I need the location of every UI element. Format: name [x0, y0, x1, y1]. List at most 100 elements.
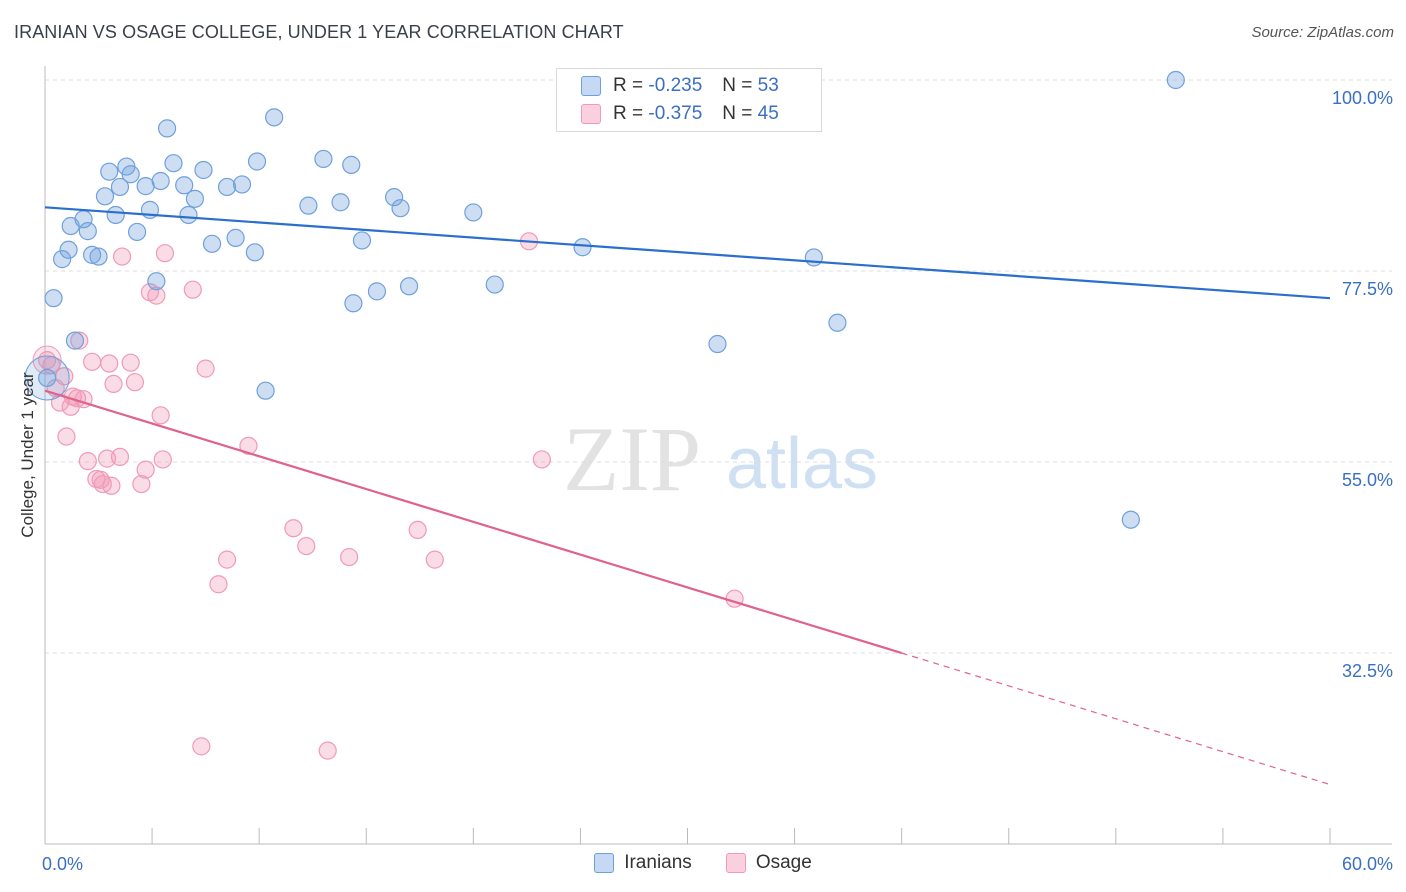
iranians-point-44 [464, 203, 483, 222]
legend-label-iranians: Iranians [624, 852, 692, 873]
osage-point-20 [110, 447, 130, 467]
iranians-point-52 [38, 368, 57, 388]
osage-point-35 [217, 550, 237, 569]
iranians-point-47 [708, 334, 727, 354]
n-label: N = [722, 75, 753, 96]
iranians-n-value: 53 [757, 75, 779, 96]
osage-point-30 [155, 244, 175, 263]
trend-line-osage-1 [44, 389, 902, 655]
iranians-point-28 [226, 228, 245, 247]
iranians-point-40 [367, 282, 387, 301]
iranians-point-45 [485, 275, 504, 294]
iranians-point-50 [1121, 510, 1140, 529]
r-label: R = [613, 75, 644, 96]
osage-point-25 [136, 460, 155, 479]
osage-swatch [581, 104, 601, 124]
stats-legend-row-osage: R = -0.375 N = 45 [581, 102, 779, 126]
osage-n-value: 45 [757, 103, 779, 124]
watermark: ZIP atlas [563, 408, 878, 510]
osage-point-37 [284, 519, 303, 538]
iranians-point-34 [299, 196, 318, 215]
osage-point-17 [100, 354, 119, 373]
iranians-point-7 [83, 245, 102, 264]
n-label: N = [722, 103, 753, 124]
iranians-point-8 [89, 247, 108, 266]
osage-point-large [32, 345, 62, 375]
osage-point-31 [183, 280, 202, 299]
osage-point-19 [104, 374, 123, 394]
iranians-point-42 [391, 199, 410, 218]
osage-point-11 [78, 452, 97, 471]
iranians-point-41 [384, 188, 404, 207]
iranians-point-25 [194, 160, 213, 180]
osage-legend-swatch [725, 853, 746, 873]
series-legend: Iranians Osage [0, 852, 1406, 874]
iranians-point-0 [44, 289, 63, 308]
iranians-point-4 [65, 331, 85, 350]
osage-point-32 [192, 737, 211, 756]
iranians-point-48 [804, 248, 823, 267]
iranians-point-35 [314, 149, 333, 169]
osage-point-23 [125, 373, 145, 392]
watermark-atlas: atlas [726, 424, 878, 504]
osage-point-40 [340, 547, 359, 567]
iranians-swatch [581, 76, 601, 96]
tick-labels: 100.0% 77.5% 55.0% 32.5% 0.0% 60.0% [42, 88, 1393, 874]
iranians-point-1 [53, 250, 72, 269]
iranians-point-32 [256, 381, 275, 400]
y-tick-label-2: 55.0% [1342, 470, 1393, 490]
iranians-point-11 [106, 205, 125, 225]
iranians-point-49 [828, 313, 847, 332]
iranians-point-22 [175, 176, 194, 195]
iranians-point-26 [202, 234, 222, 253]
iranians-point-15 [127, 222, 147, 242]
y-tick-label-0: 100.0% [1332, 88, 1393, 108]
osage-point-27 [147, 286, 166, 305]
series-iranians [24, 70, 1185, 529]
iranians-point-2 [59, 240, 78, 259]
source-label: Source: ZipAtlas.com [1251, 24, 1394, 41]
osage-point-34 [209, 575, 228, 594]
iranians-point-12 [110, 177, 130, 197]
iranians-point-33 [265, 108, 284, 127]
trend-lines [44, 206, 1331, 786]
osage-point-44 [532, 450, 551, 469]
legend-item-osage: Osage [725, 852, 812, 874]
osage-point-39 [318, 741, 337, 760]
y-tick-label-3: 32.5% [1342, 661, 1393, 681]
iranians-point-6 [78, 222, 97, 241]
iranians-point-29 [232, 175, 252, 194]
iranians-point-46 [573, 238, 592, 257]
osage-point-36 [239, 436, 258, 455]
iranians-point-39 [352, 231, 372, 250]
grid [45, 79, 1392, 654]
osage-point-28 [151, 406, 170, 425]
iranians-point-20 [157, 119, 177, 138]
iranians-point-9 [95, 187, 115, 206]
iranians-point-14 [121, 165, 140, 184]
osage-point-9 [70, 331, 89, 350]
osage-point-18 [102, 476, 121, 495]
osage-point-22 [121, 353, 140, 372]
trend-line-osage-2 [901, 652, 1331, 786]
iranians-point-21 [164, 154, 183, 173]
watermark-zip: ZIP [563, 408, 701, 510]
iranians-point-36 [331, 193, 350, 212]
stats-legend: R = -0.235 N = 53 R = -0.375 N = 45 [556, 68, 822, 132]
x-tick-label-1: 60.0% [1342, 854, 1393, 874]
y-axis-label: College, Under 1 year [18, 372, 37, 538]
iranians-point-38 [344, 294, 363, 313]
osage-point-38 [297, 536, 316, 556]
trend-line-iranians-0 [44, 206, 1331, 300]
osage-point-41 [408, 520, 427, 540]
iranians-r-value: -0.235 [648, 75, 703, 96]
iranians-point-23 [179, 205, 198, 225]
osage-point-33 [196, 359, 215, 378]
x-tick-label-0: 0.0% [42, 854, 83, 874]
osage-point-12 [83, 352, 102, 371]
osage-point-5 [57, 427, 76, 446]
iranians-point-31 [247, 152, 267, 171]
iranians-point-37 [342, 155, 361, 174]
osage-point-24 [132, 474, 151, 494]
osage-r-value: -0.375 [648, 103, 703, 124]
